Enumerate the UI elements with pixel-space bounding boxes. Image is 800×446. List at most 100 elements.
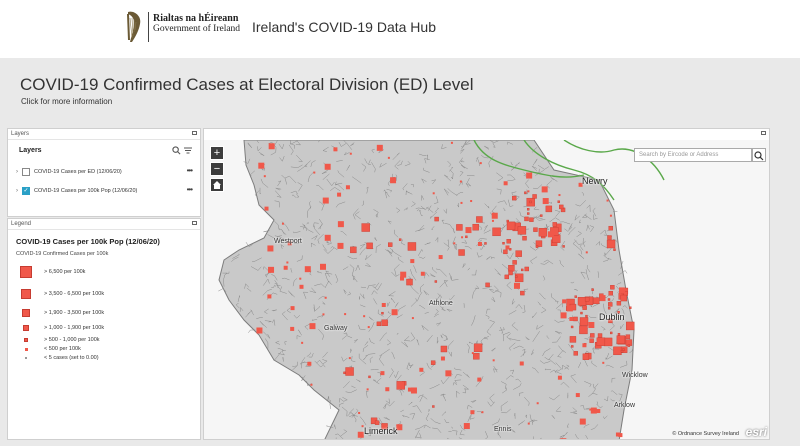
case-marker[interactable] — [484, 242, 487, 245]
case-marker[interactable] — [545, 205, 553, 213]
more-info-link[interactable]: Click for more information — [21, 97, 113, 106]
case-marker[interactable] — [574, 295, 577, 298]
case-marker[interactable] — [410, 259, 415, 264]
case-marker[interactable] — [479, 162, 482, 165]
case-marker[interactable] — [376, 144, 383, 151]
case-marker[interactable] — [283, 265, 288, 270]
case-marker[interactable] — [622, 348, 625, 351]
case-marker[interactable] — [584, 296, 590, 302]
case-marker[interactable] — [381, 319, 388, 326]
case-marker[interactable] — [613, 346, 622, 356]
case-marker[interactable] — [625, 334, 631, 339]
case-marker[interactable] — [357, 431, 364, 438]
eircode-search-input[interactable]: Search by Eircode or Address — [634, 148, 752, 162]
case-marker[interactable] — [458, 249, 465, 256]
case-marker[interactable] — [470, 410, 475, 415]
case-marker[interactable] — [333, 147, 338, 152]
case-marker[interactable] — [617, 311, 620, 314]
case-marker[interactable] — [506, 239, 511, 244]
case-marker[interactable] — [398, 238, 402, 241]
case-marker[interactable] — [476, 216, 483, 223]
case-marker[interactable] — [432, 405, 435, 408]
case-marker[interactable] — [512, 195, 517, 201]
case-marker[interactable] — [400, 271, 407, 278]
case-marker[interactable] — [290, 326, 295, 331]
case-marker[interactable] — [376, 321, 382, 327]
case-marker[interactable] — [575, 393, 580, 398]
case-marker[interactable] — [453, 242, 456, 245]
case-marker[interactable] — [268, 143, 275, 150]
case-marker[interactable] — [344, 313, 347, 316]
layer-checkbox-checked[interactable]: ✓ — [22, 187, 30, 195]
case-marker[interactable] — [526, 172, 533, 179]
search-icon[interactable] — [172, 146, 181, 155]
case-marker[interactable] — [580, 311, 583, 315]
maximize-icon[interactable] — [192, 221, 197, 225]
case-marker[interactable] — [609, 214, 612, 217]
case-marker[interactable] — [569, 336, 577, 343]
case-marker[interactable] — [582, 353, 590, 360]
case-marker[interactable] — [578, 182, 583, 187]
case-marker[interactable] — [529, 200, 532, 204]
case-marker[interactable] — [470, 200, 473, 203]
case-marker[interactable] — [502, 242, 505, 245]
case-marker[interactable] — [615, 432, 620, 437]
case-marker[interactable] — [519, 361, 524, 366]
case-marker[interactable] — [552, 222, 557, 227]
case-marker[interactable] — [508, 270, 513, 276]
case-marker[interactable] — [322, 197, 329, 204]
case-marker[interactable] — [430, 360, 436, 365]
case-marker[interactable] — [540, 214, 543, 217]
more-options-icon[interactable]: ••• — [186, 185, 193, 194]
case-marker[interactable] — [367, 326, 370, 329]
case-marker[interactable] — [304, 266, 311, 273]
case-marker[interactable] — [267, 245, 274, 252]
case-marker[interactable] — [579, 418, 586, 425]
case-marker[interactable] — [267, 294, 272, 299]
case-marker[interactable] — [374, 420, 380, 425]
home-button[interactable] — [210, 178, 224, 192]
case-marker[interactable] — [320, 263, 326, 270]
case-marker[interactable] — [301, 341, 304, 344]
case-marker[interactable] — [506, 221, 516, 231]
case-marker[interactable] — [570, 325, 574, 329]
case-marker[interactable] — [626, 321, 635, 331]
case-marker[interactable] — [268, 266, 275, 273]
case-marker[interactable] — [579, 317, 589, 326]
case-marker[interactable] — [541, 186, 548, 193]
case-marker[interactable] — [460, 201, 463, 204]
case-marker[interactable] — [477, 377, 482, 382]
case-marker[interactable] — [542, 198, 549, 205]
chevron-right-icon[interactable]: › — [16, 169, 18, 175]
case-marker[interactable] — [440, 356, 445, 361]
case-marker[interactable] — [596, 337, 606, 346]
case-marker[interactable] — [465, 227, 472, 234]
case-marker[interactable] — [287, 241, 292, 246]
case-marker[interactable] — [434, 216, 439, 222]
case-marker[interactable] — [385, 387, 390, 392]
maximize-icon[interactable] — [192, 131, 197, 135]
case-marker[interactable] — [322, 313, 325, 316]
hub-title[interactable]: Ireland's COVID-19 Data Hub — [252, 19, 436, 35]
case-marker[interactable] — [337, 192, 342, 197]
case-marker[interactable] — [607, 298, 611, 301]
case-marker[interactable] — [538, 228, 548, 237]
zoom-out-button[interactable]: − — [210, 162, 224, 176]
case-marker[interactable] — [381, 302, 386, 307]
case-marker[interactable] — [610, 285, 615, 290]
case-marker[interactable] — [591, 288, 594, 291]
case-marker[interactable] — [256, 327, 263, 334]
case-marker[interactable] — [504, 274, 510, 280]
case-marker[interactable] — [410, 387, 417, 394]
case-marker[interactable] — [532, 194, 537, 199]
case-marker[interactable] — [366, 388, 369, 391]
case-marker[interactable] — [290, 306, 295, 311]
case-marker[interactable] — [616, 335, 626, 344]
case-marker[interactable] — [520, 290, 525, 296]
more-options-icon[interactable]: ••• — [186, 166, 193, 175]
zoom-in-button[interactable]: + — [210, 146, 224, 160]
case-marker[interactable] — [380, 371, 385, 376]
layer-item-cases-per-100k[interactable]: › ✓ COVID-19 Cases per 100k Pop (12/06/2… — [16, 185, 137, 197]
case-marker[interactable] — [618, 287, 625, 294]
case-marker[interactable] — [589, 338, 594, 343]
